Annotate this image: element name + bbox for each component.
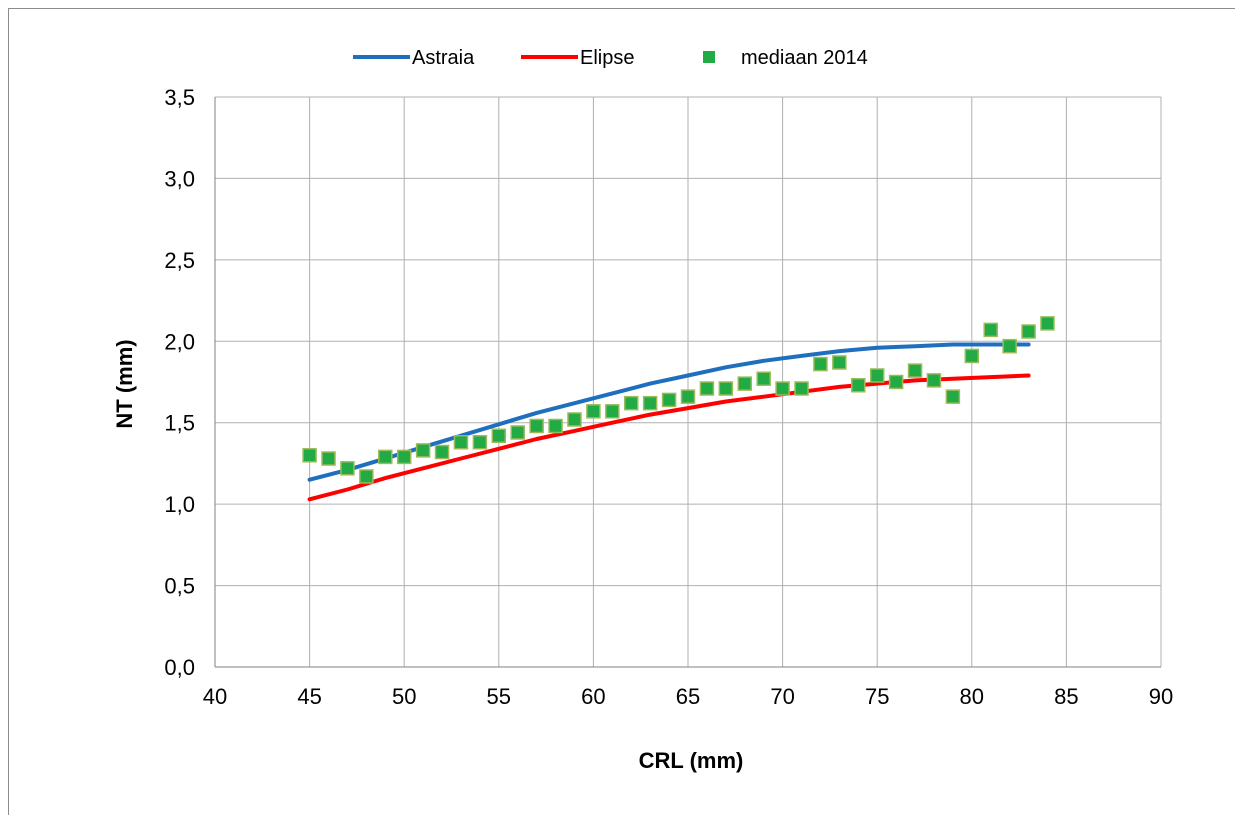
- data-point-mediaan-2014: [623, 395, 639, 411]
- data-point-mediaan-2014: [983, 322, 998, 338]
- data-point-mediaan-2014: [453, 435, 469, 450]
- data-point-mediaan-2014: [378, 449, 393, 465]
- y-tick-label: 2,0: [164, 329, 195, 354]
- data-point-mediaan-2014: [794, 381, 809, 396]
- data-point-mediaan-2014: [302, 448, 317, 463]
- x-tick-label: 50: [392, 684, 416, 709]
- x-tick-label: 45: [297, 684, 321, 709]
- data-point-mediaan-2014: [737, 376, 753, 391]
- data-point-mediaan-2014: [1021, 324, 1036, 339]
- data-point-mediaan-2014: [529, 418, 544, 434]
- data-point-mediaan-2014: [851, 378, 866, 393]
- data-point-mediaan-2014: [832, 355, 847, 370]
- data-point-mediaan-2014: [680, 389, 696, 404]
- data-point-mediaan-2014: [359, 469, 374, 484]
- data-point-mediaan-2014: [926, 373, 942, 388]
- y-axis-title: NT (mm): [112, 339, 137, 428]
- x-axis-ticks: 40 45 50 55 60 65 70 75 80 85 90: [203, 684, 1173, 709]
- legend-label-elipse: Elipse: [580, 47, 634, 69]
- legend-swatch-mediaan-2014: [703, 51, 715, 63]
- data-point-mediaan-2014: [775, 381, 790, 396]
- data-point-mediaan-2014: [813, 356, 828, 372]
- data-point-mediaan-2014: [756, 371, 771, 386]
- data-point-mediaan-2014: [510, 425, 525, 440]
- x-tick-label: 80: [960, 684, 984, 709]
- y-tick-label: 1,5: [164, 411, 195, 436]
- x-axis-title: CRL (mm): [639, 748, 744, 773]
- data-point-mediaan-2014: [1002, 338, 1017, 354]
- data-point-mediaan-2014: [964, 348, 980, 364]
- data-point-mediaan-2014: [321, 451, 336, 466]
- series-layer: [302, 316, 1055, 502]
- data-point-mediaan-2014: [396, 449, 412, 465]
- y-tick-label: 1,0: [164, 492, 195, 517]
- data-point-mediaan-2014: [945, 389, 961, 404]
- data-point-mediaan-2014: [472, 435, 488, 450]
- data-point-mediaan-2014: [869, 368, 885, 383]
- data-point-mediaan-2014: [491, 428, 507, 443]
- x-tick-label: 65: [676, 684, 700, 709]
- x-tick-label: 75: [865, 684, 889, 709]
- y-tick-label: 0,5: [164, 574, 195, 599]
- legend: Astraia Elipse mediaan 2014: [353, 47, 868, 69]
- legend-label-astraia: Astraia: [412, 47, 475, 69]
- data-point-mediaan-2014: [699, 381, 715, 396]
- series-line-elipse: [307, 373, 1031, 502]
- data-point-mediaan-2014: [642, 395, 658, 411]
- x-tick-label: 55: [487, 684, 511, 709]
- data-point-mediaan-2014: [605, 404, 620, 419]
- data-point-mediaan-2014: [661, 392, 677, 408]
- data-point-mediaan-2014: [434, 444, 450, 460]
- y-tick-label: 0,0: [164, 655, 195, 680]
- x-tick-label: 90: [1149, 684, 1173, 709]
- x-tick-label: 85: [1054, 684, 1078, 709]
- y-tick-label: 3,0: [164, 166, 195, 191]
- data-point-mediaan-2014: [888, 374, 904, 390]
- data-point-mediaan-2014: [567, 412, 582, 427]
- legend-label-mediaan-2014: mediaan 2014: [741, 47, 868, 69]
- data-point-mediaan-2014: [1040, 316, 1055, 331]
- x-tick-label: 40: [203, 684, 227, 709]
- data-point-mediaan-2014: [718, 381, 734, 396]
- x-tick-label: 70: [770, 684, 794, 709]
- data-point-mediaan-2014: [548, 418, 563, 434]
- data-point-mediaan-2014: [907, 363, 923, 378]
- data-point-mediaan-2014: [340, 461, 355, 476]
- y-tick-label: 3,5: [164, 85, 195, 110]
- grid: [214, 96, 1162, 668]
- y-axis-ticks: 0,0 0,5 1,0 1,5 2,0 2,5 3,0 3,5: [164, 85, 195, 680]
- x-tick-label: 60: [581, 684, 605, 709]
- data-point-mediaan-2014: [586, 404, 601, 419]
- data-point-mediaan-2014: [415, 443, 431, 458]
- y-tick-label: 2,5: [164, 248, 195, 273]
- chart-frame: [8, 8, 1235, 815]
